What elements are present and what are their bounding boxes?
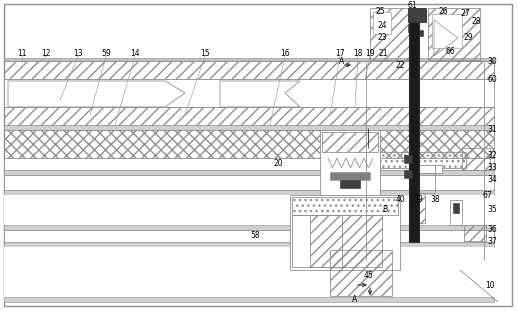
Bar xyxy=(4,130,494,158)
Bar xyxy=(330,172,370,180)
Text: 20: 20 xyxy=(273,159,283,168)
Bar xyxy=(4,242,494,247)
Text: 15: 15 xyxy=(200,49,210,58)
Bar xyxy=(409,22,419,242)
Text: 12: 12 xyxy=(41,49,51,58)
Bar xyxy=(4,297,494,302)
Text: 30: 30 xyxy=(487,58,497,67)
Text: 24: 24 xyxy=(377,21,387,30)
Bar xyxy=(4,158,494,170)
Text: 67: 67 xyxy=(482,191,492,199)
Bar xyxy=(4,195,494,225)
Bar xyxy=(4,107,494,125)
Bar xyxy=(464,225,486,241)
Bar xyxy=(408,24,416,32)
Bar xyxy=(413,193,425,223)
Bar xyxy=(417,30,423,36)
Bar xyxy=(4,58,494,61)
Bar xyxy=(4,79,494,107)
Text: 66: 66 xyxy=(445,47,455,55)
Bar xyxy=(373,12,391,34)
Text: 35: 35 xyxy=(487,206,497,215)
Bar xyxy=(4,190,494,195)
Bar xyxy=(4,125,494,130)
Bar xyxy=(4,230,494,242)
Text: 34: 34 xyxy=(487,175,497,184)
Text: 33: 33 xyxy=(487,164,497,173)
Bar xyxy=(366,62,484,152)
Text: 58: 58 xyxy=(250,230,260,239)
Bar xyxy=(292,215,342,267)
Bar xyxy=(432,14,462,48)
Text: 36: 36 xyxy=(487,225,497,234)
Bar xyxy=(4,175,494,190)
Text: 10: 10 xyxy=(485,281,495,290)
Bar xyxy=(404,170,412,178)
Text: 23: 23 xyxy=(377,34,387,43)
Text: 37: 37 xyxy=(487,238,497,247)
Bar xyxy=(4,247,494,302)
Text: 28: 28 xyxy=(471,17,481,26)
Bar xyxy=(4,61,494,79)
Text: 31: 31 xyxy=(487,126,497,134)
Text: 45: 45 xyxy=(363,271,373,280)
Bar xyxy=(4,225,494,230)
Bar xyxy=(320,130,380,195)
Text: 11: 11 xyxy=(17,49,27,58)
Bar xyxy=(366,152,466,168)
Text: 26: 26 xyxy=(438,7,448,16)
Text: B: B xyxy=(382,206,387,215)
Bar xyxy=(408,8,426,22)
Text: 60: 60 xyxy=(487,76,497,85)
Bar xyxy=(322,132,378,152)
Bar xyxy=(450,200,462,225)
Text: 17: 17 xyxy=(335,49,345,58)
Text: A: A xyxy=(339,57,344,66)
Bar xyxy=(290,195,400,270)
Text: 59: 59 xyxy=(101,49,111,58)
Text: 22: 22 xyxy=(395,62,405,71)
Bar xyxy=(462,148,490,170)
Text: 13: 13 xyxy=(73,49,83,58)
Bar xyxy=(412,165,442,173)
Text: 19: 19 xyxy=(365,49,375,58)
Text: 16: 16 xyxy=(280,49,290,58)
Bar xyxy=(453,203,459,213)
Bar xyxy=(310,215,382,267)
Bar xyxy=(404,155,412,163)
Bar xyxy=(4,170,494,175)
Text: A: A xyxy=(352,295,357,304)
Text: 21: 21 xyxy=(378,49,388,58)
Text: 32: 32 xyxy=(487,151,497,160)
Bar xyxy=(330,250,392,296)
Bar xyxy=(428,8,480,60)
Text: 61: 61 xyxy=(407,2,417,11)
Bar xyxy=(418,173,435,193)
Text: 14: 14 xyxy=(130,49,140,58)
Text: 29: 29 xyxy=(463,34,473,43)
Text: 18: 18 xyxy=(353,49,363,58)
Bar xyxy=(340,180,360,188)
Bar xyxy=(292,197,398,215)
Bar xyxy=(370,8,410,60)
Text: 40: 40 xyxy=(395,196,405,205)
Text: 27: 27 xyxy=(460,10,470,18)
Text: 38: 38 xyxy=(430,196,440,205)
Text: 25: 25 xyxy=(375,7,385,16)
Text: 39: 39 xyxy=(413,196,423,205)
